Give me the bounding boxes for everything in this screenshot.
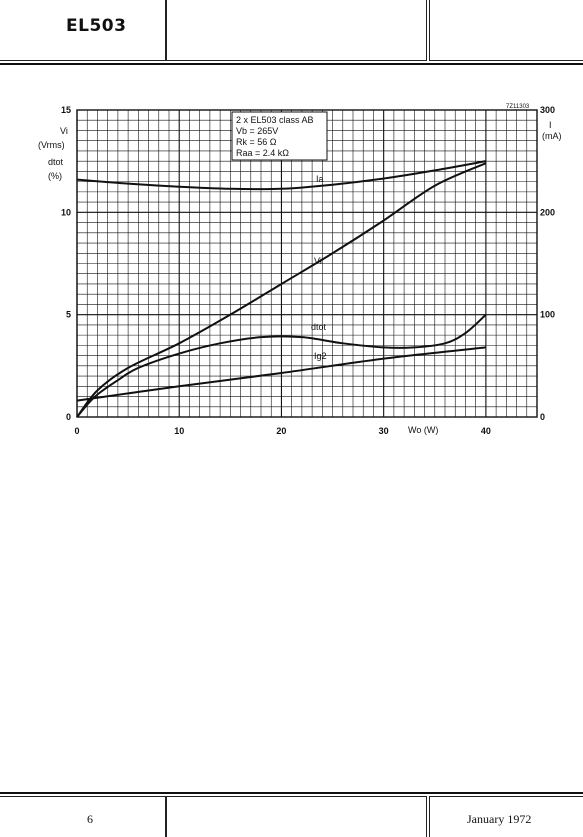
header-cell-right xyxy=(429,0,583,61)
chart-series xyxy=(76,160,487,418)
x-tick-label: 40 xyxy=(481,426,491,436)
y-right-label-2: (mA) xyxy=(542,131,562,141)
y-left-tick-label: 5 xyxy=(66,310,71,320)
series-label-ig2: Ig2 xyxy=(314,351,327,361)
chart-grid xyxy=(76,109,538,418)
y-right-label-1: I xyxy=(549,120,552,130)
publication-date: January 1972 xyxy=(467,812,532,826)
x-axis-label: Wo (W) xyxy=(408,425,438,435)
condition-line-1: 2 x EL503 class AB xyxy=(236,115,314,125)
y-left-tick-label: 15 xyxy=(61,105,71,115)
condition-line-2: Vb = 265V xyxy=(236,126,278,136)
conditions-box: 2 x EL503 class AB Vb = 265V Rk = 56 Ω R… xyxy=(231,111,328,161)
characteristics-chart: 0 10 20 30 40 0 5 10 15 0 100 200 300 2 x EL503 clas… xyxy=(38,104,562,436)
x-tick-label: 0 xyxy=(74,426,79,436)
footer-cell-middle xyxy=(166,796,427,837)
x-tick-label: 30 xyxy=(379,426,389,436)
series-line-dtot xyxy=(76,313,487,418)
chart-ticks: 0 10 20 30 40 0 5 10 15 0 100 200 300 xyxy=(61,105,555,436)
page-number: 6 xyxy=(87,812,93,826)
series-line-ia xyxy=(76,160,487,191)
series-line-ig2 xyxy=(76,346,486,402)
x-tick-label: 20 xyxy=(276,426,286,436)
y-right-tick-label: 0 xyxy=(540,412,545,422)
conditions-box-frame xyxy=(231,111,328,161)
series-label-ia: Ia xyxy=(316,174,324,184)
y-right-tick-label: 300 xyxy=(540,105,555,115)
header-cell-title xyxy=(0,0,166,61)
y-left-label-1: Vi xyxy=(60,126,68,136)
series-label-dtot: dtot xyxy=(311,322,327,332)
y-left-label-3: dtot xyxy=(48,157,64,167)
condition-line-4: Raa = 2.4 kΩ xyxy=(236,148,289,158)
plot-frame xyxy=(76,109,538,418)
series-label-vi: Vi xyxy=(314,256,322,266)
header-rule xyxy=(0,63,583,65)
figure-code: 7Z11303 xyxy=(506,104,530,110)
y-left-tick-label: 0 xyxy=(66,412,71,422)
y-right-tick-label: 200 xyxy=(540,207,555,217)
y-left-label-4: (%) xyxy=(48,171,62,181)
footer-rule xyxy=(0,792,583,794)
condition-line-3: Rk = 56 Ω xyxy=(236,137,277,147)
footer-cell-left xyxy=(0,796,166,837)
x-tick-label: 10 xyxy=(174,426,184,436)
footer-cell-right xyxy=(429,796,583,837)
y-right-tick-label: 100 xyxy=(540,310,555,320)
page-title: EL503 xyxy=(66,16,127,36)
y-left-tick-label: 10 xyxy=(61,207,71,217)
header-cell-middle xyxy=(166,0,427,61)
series-line-vi xyxy=(76,162,487,418)
y-left-label-2: (Vrms) xyxy=(38,140,65,150)
